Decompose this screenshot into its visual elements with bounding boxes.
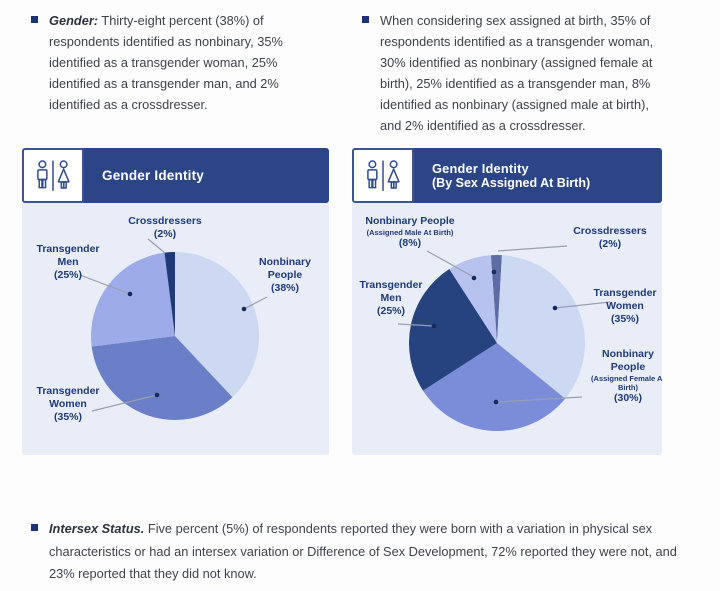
pie-slice-transgender-women <box>497 255 586 399</box>
slice-label-crossdressers: Crossdressers (2%) <box>128 215 202 240</box>
sex-assigned-bullet-body: When considering sex assigned at birth, … <box>380 13 654 133</box>
pie-slice-transgender-men <box>409 269 497 391</box>
gender-identity-by-birth-sex-chart-panel: Gender Identity (By Sex Assigned At Birt… <box>352 148 662 455</box>
sex-assigned-bullet: When considering sex assigned at birth, … <box>362 10 672 136</box>
restroom-icon-box <box>352 148 414 203</box>
man-woman-restroom-icon <box>367 159 400 191</box>
chart-subtitle: (By Sex Assigned At Birth) <box>432 176 591 190</box>
intersex-status-bullet: Intersex Status. Five percent (5%) of re… <box>31 518 697 586</box>
pie-slice-nonbinary-people <box>175 252 259 398</box>
leader-lines <box>397 245 611 405</box>
pie-slice-nonbinary-people <box>449 255 497 343</box>
pie-slice-transgender-women <box>91 336 233 420</box>
slice-label-transgender-women: Transgender Women (35%) <box>36 385 100 423</box>
sex-assigned-bullet-text: When considering sex assigned at birth, … <box>380 10 672 136</box>
pie-chart-area: Nonbinary People (Assigned Male At Birth… <box>352 203 662 455</box>
pie-slices <box>90 252 259 420</box>
man-woman-restroom-icon <box>37 159 70 191</box>
slice-label-nonbinary-afab: Nonbinary People (Assigned Female At Bir… <box>591 348 662 404</box>
gender-bullet-body: Thirty-eight percent (38%) of respondent… <box>49 13 283 112</box>
slice-label-nonbinary-amab: Nonbinary People (Assigned Male At Birth… <box>365 215 455 249</box>
gender-bullet-lead: Gender: <box>49 13 99 28</box>
slice-label-transgender-men: Transgender Men (25%) <box>36 243 100 281</box>
chart-title: Gender Identity <box>432 161 529 176</box>
intersex-status-body: Five percent (5%) of respondents reporte… <box>49 521 677 581</box>
pie-slice-nonbinary-people <box>423 343 566 432</box>
pie-slice-crossdressers <box>490 254 502 343</box>
pie-slice-crossdressers <box>164 252 175 336</box>
gender-bullet-text: Gender: Thirty-eight percent (38%) of re… <box>49 10 327 115</box>
restroom-icon-box <box>22 148 84 203</box>
gender-identity-pie-chart <box>79 238 268 420</box>
chart-header: Gender Identity (By Sex Assigned At Birt… <box>352 148 662 203</box>
chart-header: Gender Identity <box>22 148 329 203</box>
gender-bullet: Gender: Thirty-eight percent (38%) of re… <box>31 10 327 115</box>
leader-lines <box>79 238 268 412</box>
chart-title: Gender Identity <box>102 168 205 183</box>
pie-slices <box>409 254 586 432</box>
chart-title-bar: Gender Identity (By Sex Assigned At Birt… <box>414 148 662 203</box>
slice-label-nonbinary-people: Nonbinary People (38%) <box>259 256 311 294</box>
slice-label-transgender-women: Transgender Women (35%) <box>593 287 657 325</box>
slice-label-crossdressers: Crossdressers (2%) <box>573 225 647 250</box>
bullet-square-icon <box>362 16 369 23</box>
gender-identity-by-birth-sex-pie-chart <box>397 245 611 432</box>
chart-title-bar: Gender Identity <box>84 148 329 203</box>
bullet-square-icon <box>31 16 38 23</box>
gender-identity-chart-panel: Gender Identity Crossdressers (2%) <box>22 148 329 455</box>
slice-label-transgender-men: Transgender Men (25%) <box>359 279 423 317</box>
pie-slice-transgender-men <box>90 252 175 347</box>
intersex-status-bullet-text: Intersex Status. Five percent (5%) of re… <box>49 518 697 586</box>
bullet-square-icon <box>31 524 38 531</box>
intersex-status-lead: Intersex Status. <box>49 521 145 536</box>
pie-chart-area: Crossdressers (2%) Transgender Men (25%)… <box>22 203 329 455</box>
